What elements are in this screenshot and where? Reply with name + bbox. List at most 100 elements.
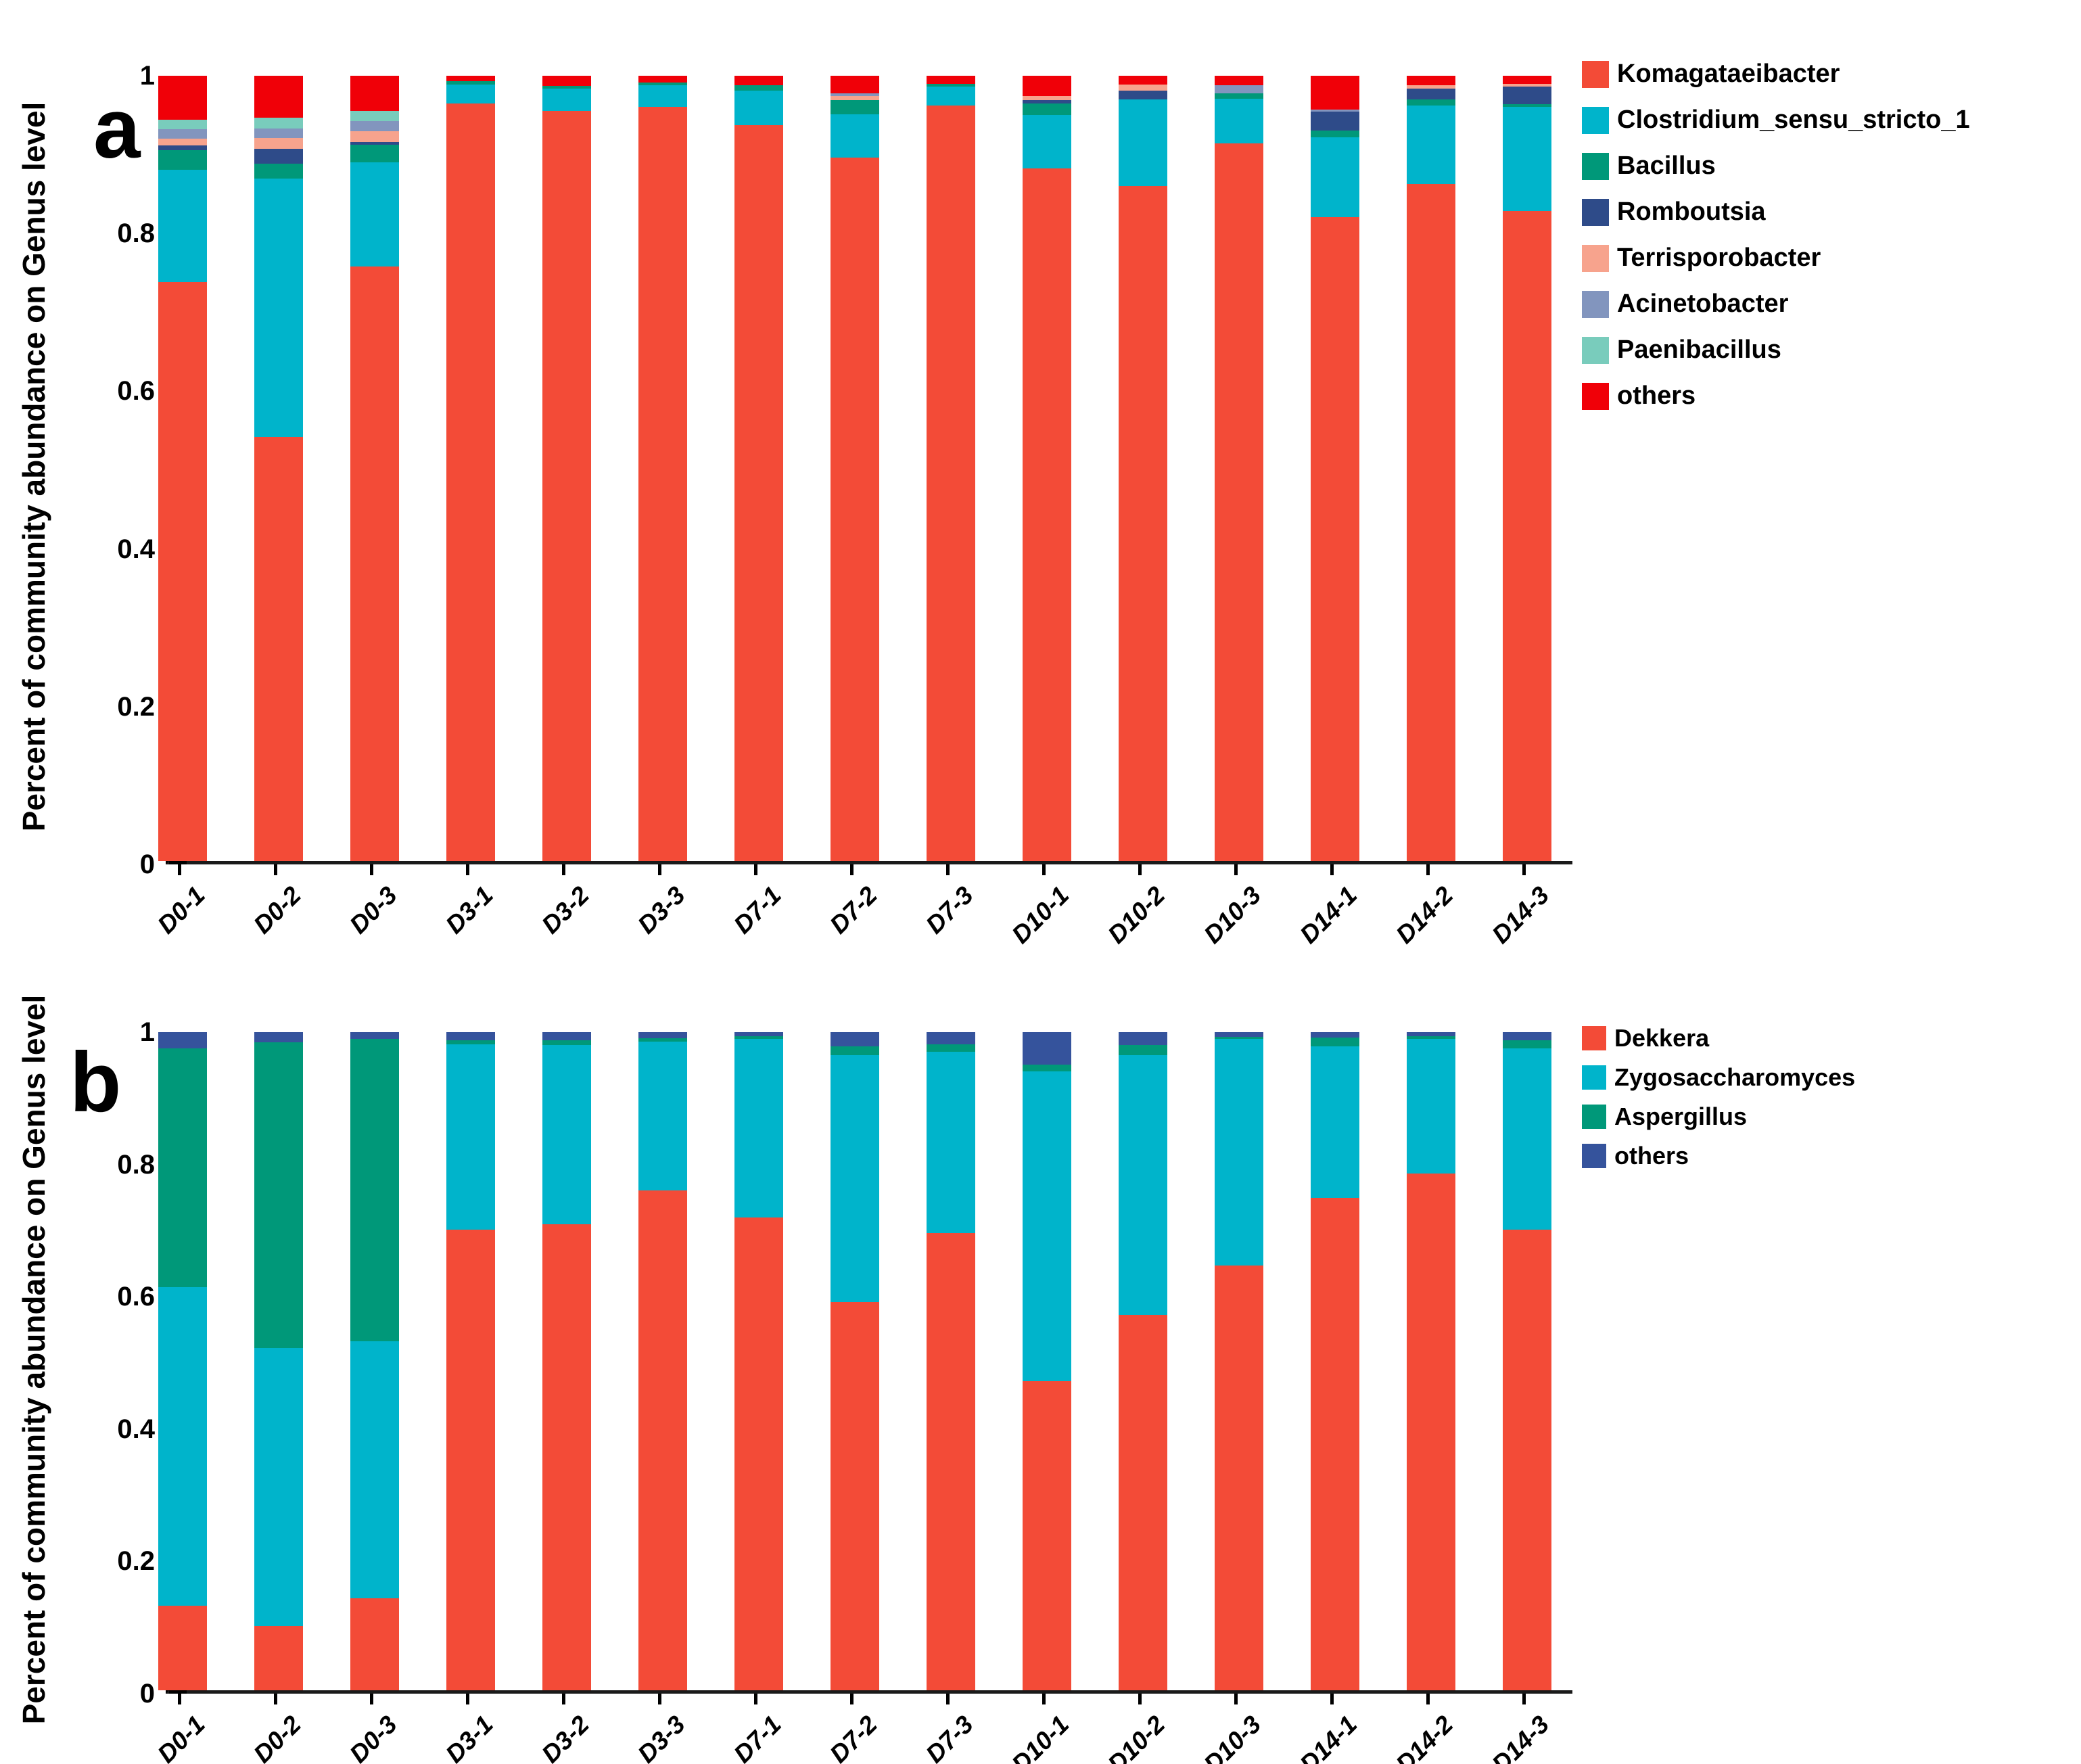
bar-segment-others bbox=[446, 76, 495, 82]
y-tick bbox=[169, 706, 187, 710]
y-tick-label: 0.8 bbox=[117, 1149, 155, 1180]
x-tick bbox=[370, 864, 373, 875]
legend-label-others: others bbox=[1614, 1142, 1689, 1169]
legend-item-Bacillus: Bacillus bbox=[1582, 152, 1716, 180]
x-category-label: D3-1 bbox=[440, 881, 498, 939]
bar-segment-Komagataeibacter bbox=[927, 106, 975, 861]
legend-label-Dekkera: Dekkera bbox=[1614, 1024, 1710, 1052]
legend-item-Terrisporobacter: Terrisporobacter bbox=[1582, 244, 1821, 272]
bar-D3-2 bbox=[542, 1032, 591, 1690]
legend-swatch-Aspergillus bbox=[1582, 1104, 1606, 1129]
bar-segment-Zygosaccharomyces bbox=[542, 1045, 591, 1225]
bar-segment-Paenibacillus bbox=[350, 111, 399, 122]
legend-item-Clostridium_sensu_stricto_1: Clostridium_sensu_stricto_1 bbox=[1582, 106, 1970, 134]
legend-item-others: others bbox=[1582, 1143, 1689, 1169]
bar-D7-1 bbox=[734, 1032, 783, 1690]
y-tick-label: 0.4 bbox=[117, 1414, 155, 1444]
legend-swatch-Terrisporobacter bbox=[1582, 245, 1609, 272]
bar-segment-Komagataeibacter bbox=[1407, 184, 1455, 861]
x-tick bbox=[850, 864, 854, 875]
legend-item-Dekkera: Dekkera bbox=[1582, 1025, 1709, 1051]
bar-D0-1 bbox=[158, 76, 207, 861]
x-tick bbox=[1426, 1694, 1430, 1704]
plot-area-a bbox=[158, 76, 1572, 864]
legend-swatch-Bacillus bbox=[1582, 153, 1609, 180]
bar-segment-Komagataeibacter bbox=[734, 125, 783, 861]
y-tick-label: 0.4 bbox=[117, 534, 155, 564]
bar-D14-1 bbox=[1311, 1032, 1359, 1690]
legend-label-Zygosaccharomyces: Zygosaccharomyces bbox=[1614, 1063, 1856, 1091]
bar-segment-Bacillus bbox=[254, 164, 303, 179]
bar-segment-Acinetobacter bbox=[831, 93, 879, 97]
x-tick bbox=[1522, 1694, 1526, 1704]
bar-segment-Clostridium_sensu_stricto_1 bbox=[158, 170, 207, 283]
bar-D0-2 bbox=[254, 76, 303, 861]
y-tick bbox=[169, 1429, 187, 1433]
legend-swatch-Clostridium_sensu_stricto_1 bbox=[1582, 107, 1609, 134]
bar-D14-2 bbox=[1407, 76, 1455, 861]
bar-segment-Aspergillus bbox=[638, 1038, 687, 1042]
y-tick bbox=[169, 1164, 187, 1168]
bar-segment-Clostridium_sensu_stricto_1 bbox=[1503, 107, 1551, 211]
legend-swatch-Paenibacillus bbox=[1582, 337, 1609, 364]
bar-segment-Bacillus bbox=[927, 83, 975, 87]
legend-label-Aspergillus: Aspergillus bbox=[1614, 1102, 1748, 1130]
x-category-label: D10-3 bbox=[1198, 1710, 1267, 1764]
x-category-label: D7-1 bbox=[728, 881, 787, 939]
x-tick bbox=[754, 864, 757, 875]
legend-label-others: others bbox=[1617, 381, 1696, 411]
bar-segment-Bacillus bbox=[831, 100, 879, 114]
bar-segment-Zygosaccharomyces bbox=[254, 1348, 303, 1626]
bar-segment-Romboutsia bbox=[350, 141, 399, 145]
bar-segment-Aspergillus bbox=[158, 1048, 207, 1287]
x-tick bbox=[1426, 864, 1430, 875]
y-tick bbox=[169, 76, 187, 79]
x-tick bbox=[562, 864, 565, 875]
bar-segment-Zygosaccharomyces bbox=[1119, 1055, 1167, 1316]
bar-D3-2 bbox=[542, 76, 591, 861]
legend-swatch-Acinetobacter bbox=[1582, 291, 1609, 318]
bar-D10-2 bbox=[1119, 1032, 1167, 1690]
legend-swatch-Zygosaccharomyces bbox=[1582, 1065, 1606, 1090]
x-category-label: D10-3 bbox=[1198, 881, 1267, 949]
x-tick bbox=[754, 1694, 757, 1704]
x-category-label: D7-3 bbox=[920, 881, 979, 939]
bar-D7-3 bbox=[927, 76, 975, 861]
bar-segment-others bbox=[734, 76, 783, 85]
bar-segment-Acinetobacter bbox=[254, 128, 303, 138]
bar-segment-Aspergillus bbox=[1407, 1036, 1455, 1039]
bar-segment-Clostridium_sensu_stricto_1 bbox=[542, 88, 591, 112]
bar-segment-Zygosaccharomyces bbox=[1503, 1048, 1551, 1230]
panel-letter-b: b bbox=[70, 1036, 122, 1130]
bar-segment-Komagataeibacter bbox=[350, 266, 399, 861]
bar-segment-Clostridium_sensu_stricto_1 bbox=[1215, 98, 1263, 143]
bar-segment-others bbox=[927, 76, 975, 84]
bar-D14-3 bbox=[1503, 76, 1551, 861]
bar-D10-3 bbox=[1215, 76, 1263, 861]
bar-segment-Zygosaccharomyces bbox=[734, 1038, 783, 1218]
x-category-label: D3-3 bbox=[632, 1710, 691, 1764]
bar-segment-Dekkera bbox=[1311, 1198, 1359, 1690]
x-tick bbox=[1330, 864, 1334, 875]
bar-segment-Komagataeibacter bbox=[254, 437, 303, 861]
bar-segment-Terrisporobacter bbox=[350, 131, 399, 142]
bar-segment-Aspergillus bbox=[1503, 1040, 1551, 1049]
x-category-label: D0-2 bbox=[248, 881, 306, 939]
bar-D14-3 bbox=[1503, 1032, 1551, 1690]
bar-segment-Terrisporobacter bbox=[1407, 85, 1455, 89]
bar-segment-Acinetobacter bbox=[350, 121, 399, 132]
bar-segment-others bbox=[1407, 1032, 1455, 1036]
legend-swatch-others bbox=[1582, 1143, 1606, 1168]
bar-segment-Dekkera bbox=[927, 1232, 975, 1690]
bar-D10-1 bbox=[1023, 76, 1071, 861]
x-tick bbox=[178, 864, 181, 875]
x-tick bbox=[1042, 1694, 1046, 1704]
bar-segment-others bbox=[350, 76, 399, 112]
bar-segment-others bbox=[1023, 76, 1071, 97]
x-category-label: D14-3 bbox=[1487, 1710, 1555, 1764]
bar-segment-Komagataeibacter bbox=[446, 103, 495, 861]
bar-segment-Komagataeibacter bbox=[1215, 143, 1263, 861]
y-tick-label: 1 bbox=[139, 61, 155, 91]
bar-segment-others bbox=[446, 1032, 495, 1040]
